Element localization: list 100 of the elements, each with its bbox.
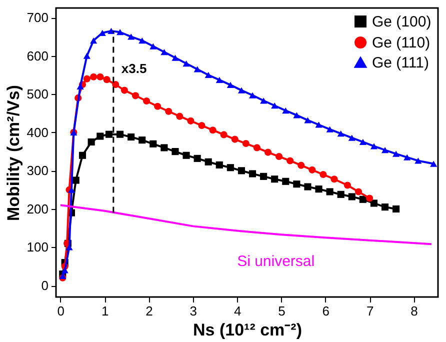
x-tick-label: 4 bbox=[234, 304, 242, 318]
legend-label: Ge (100) bbox=[372, 14, 432, 30]
point bbox=[271, 102, 278, 109]
x-tick-label: 6 bbox=[322, 304, 330, 318]
y-tick-label: 300 bbox=[26, 163, 48, 178]
point bbox=[226, 164, 234, 172]
point bbox=[182, 60, 190, 67]
point bbox=[165, 108, 172, 115]
point bbox=[320, 170, 327, 178]
point bbox=[216, 76, 223, 84]
y-tick-label: 0 bbox=[41, 278, 48, 294]
point bbox=[404, 154, 411, 160]
point bbox=[198, 122, 206, 130]
point bbox=[72, 176, 80, 184]
point bbox=[293, 180, 300, 188]
point bbox=[337, 130, 344, 137]
point bbox=[248, 92, 256, 98]
point bbox=[182, 152, 190, 159]
point bbox=[160, 144, 168, 152]
point bbox=[194, 66, 201, 72]
point bbox=[238, 87, 246, 94]
point bbox=[304, 183, 312, 190]
point bbox=[253, 144, 260, 152]
point bbox=[160, 48, 168, 56]
point bbox=[105, 130, 113, 138]
point bbox=[204, 158, 212, 166]
point bbox=[381, 146, 389, 154]
point bbox=[220, 131, 228, 138]
point bbox=[90, 37, 98, 44]
x-tick-label: 2 bbox=[146, 304, 153, 318]
legend-label: Ge (111) bbox=[372, 54, 429, 72]
x-tick-label: 3 bbox=[190, 304, 198, 318]
y-tick-label: 500 bbox=[26, 86, 48, 102]
point bbox=[286, 157, 294, 164]
series-label: Si universal bbox=[237, 252, 315, 270]
point bbox=[298, 162, 305, 169]
point bbox=[209, 126, 216, 134]
point bbox=[308, 166, 316, 174]
point bbox=[359, 196, 366, 203]
point bbox=[337, 190, 344, 198]
point bbox=[90, 73, 98, 80]
point bbox=[271, 176, 278, 183]
point bbox=[116, 29, 124, 36]
point bbox=[304, 117, 312, 124]
point bbox=[392, 150, 400, 157]
y-tick-label: 400 bbox=[26, 124, 48, 140]
point bbox=[194, 154, 201, 162]
point bbox=[344, 182, 352, 189]
point bbox=[103, 76, 110, 84]
point bbox=[172, 54, 179, 61]
point bbox=[187, 117, 194, 124]
point bbox=[359, 138, 366, 146]
point bbox=[282, 108, 290, 114]
x-tick-label: 5 bbox=[278, 304, 286, 318]
point bbox=[315, 186, 322, 193]
point bbox=[120, 86, 128, 94]
point bbox=[282, 178, 290, 185]
point bbox=[330, 176, 338, 183]
point bbox=[216, 161, 223, 168]
point bbox=[176, 112, 184, 120]
annotation: x3.5 bbox=[121, 60, 147, 76]
point bbox=[128, 34, 135, 40]
point bbox=[370, 200, 378, 207]
x-axis-title: Ns (10¹² cm⁻²) bbox=[193, 320, 302, 340]
point bbox=[430, 160, 438, 167]
point bbox=[96, 132, 104, 140]
point bbox=[260, 172, 268, 180]
point bbox=[264, 148, 272, 156]
point bbox=[392, 205, 400, 212]
point bbox=[248, 170, 256, 178]
point bbox=[414, 158, 422, 164]
point bbox=[83, 75, 90, 82]
point bbox=[61, 267, 68, 274]
point bbox=[348, 134, 356, 141]
point bbox=[370, 143, 378, 150]
point bbox=[116, 130, 124, 138]
y-tick-label: 700 bbox=[26, 10, 48, 26]
point bbox=[293, 112, 300, 118]
point bbox=[150, 43, 157, 50]
point bbox=[112, 81, 120, 88]
point bbox=[88, 138, 95, 146]
point bbox=[138, 37, 146, 44]
point bbox=[260, 98, 268, 104]
point bbox=[132, 92, 140, 100]
x-tick-label: 8 bbox=[410, 304, 418, 318]
point bbox=[172, 148, 179, 156]
y-tick-label: 100 bbox=[26, 240, 48, 255]
point bbox=[154, 102, 162, 110]
point bbox=[96, 73, 104, 80]
point bbox=[315, 122, 322, 128]
x-tick-label: 0 bbox=[57, 304, 65, 318]
point bbox=[354, 188, 362, 196]
point bbox=[242, 140, 250, 148]
point bbox=[142, 97, 150, 105]
point bbox=[76, 83, 84, 90]
point bbox=[348, 193, 356, 200]
point bbox=[204, 72, 212, 78]
x-tick-label: 7 bbox=[366, 304, 374, 318]
y-tick-label: 200 bbox=[26, 201, 48, 216]
point bbox=[381, 204, 389, 211]
